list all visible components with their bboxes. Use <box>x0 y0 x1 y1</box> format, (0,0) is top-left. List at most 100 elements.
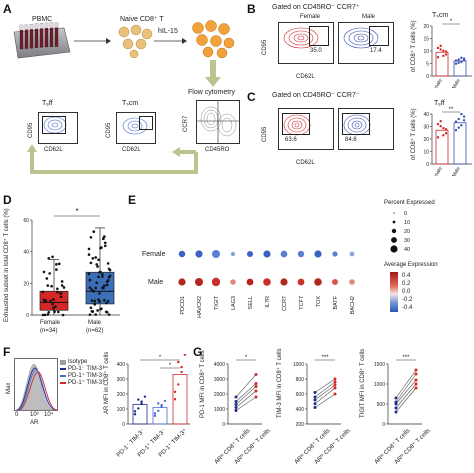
d-data-point <box>106 299 110 303</box>
e-gene-label: IL7R <box>265 296 271 308</box>
f-data-point <box>177 360 180 364</box>
c-data-point <box>457 117 460 121</box>
panel-label-f: F <box>3 345 11 359</box>
d-data-point <box>101 286 104 289</box>
d-data-point <box>57 310 60 314</box>
tube-rack-image <box>13 22 71 59</box>
g1-ylabel: PD-1 MFI in CD8⁺ T cells <box>200 350 206 418</box>
g2-y-tick-label: 600 <box>296 392 305 398</box>
e-dot-female <box>297 250 305 258</box>
e-avg-tick: 0.2 <box>402 281 411 287</box>
c-data-point <box>439 119 442 123</box>
e-gene-label: BACH2 <box>350 296 356 314</box>
e-gene-label: HAVCR2 <box>197 296 203 318</box>
c-data-point <box>462 115 466 118</box>
b-y-tick-label: 5 <box>426 62 429 68</box>
e-dot-plot: PDCD1 HAVCR2 TIGIT LAG3 SELL IL7R CCR7 TCF7 TOX B… <box>178 250 356 318</box>
d-data-point <box>97 258 100 262</box>
e-pct-legend-label: 10 <box>404 220 410 226</box>
e-gene-label: PDCD1 <box>180 296 186 315</box>
e-dot-female <box>230 251 236 257</box>
g1-point-high <box>254 385 258 388</box>
c-male-facs-plot: 84.6 <box>338 108 394 150</box>
panel-label-c: C <box>247 90 256 104</box>
d-data-point <box>103 298 106 302</box>
e-dot-male <box>297 278 305 286</box>
b-data-point <box>460 56 463 60</box>
e-color-scale <box>390 272 398 312</box>
g2-y-tick-label: 1000 <box>293 362 304 368</box>
c-gate-title: Gated on CD45RO⁻ CCR7⁻ <box>272 92 360 99</box>
pbmc-label: PBMC <box>32 16 53 23</box>
ccr7-cd45ro-plot <box>196 100 240 144</box>
c-data-point <box>460 124 463 127</box>
d-data-point <box>90 299 94 302</box>
c-y-tick-label: 30 <box>423 125 429 131</box>
f-legend-swatch-2 <box>60 375 66 377</box>
e-dot-male <box>195 278 203 286</box>
c-x-tick-label: Female <box>430 166 444 176</box>
d-sig-label: * <box>75 207 78 216</box>
g2-point-high <box>333 380 337 384</box>
f-sig-label: * <box>159 355 162 361</box>
g1-pair-line <box>235 386 257 405</box>
f-data-point <box>183 354 187 356</box>
e-dot-female <box>212 250 220 258</box>
cd45ro-axis-label: CD45RO <box>205 147 230 153</box>
d-data-point <box>51 255 54 259</box>
d-data-point <box>87 253 91 256</box>
d-data-point <box>88 313 92 316</box>
g2-pair-line <box>314 384 336 401</box>
f-data-point <box>133 410 137 413</box>
teff-gate <box>42 116 66 134</box>
panel-label-b: B <box>247 2 256 16</box>
f-data-point <box>153 412 157 415</box>
b-data-point <box>436 46 440 50</box>
teff-plot <box>38 112 78 144</box>
f-bar <box>152 407 168 425</box>
b-female-facs-plot: 35.0 <box>278 22 334 64</box>
b-chart-ylabel: of CD8⁺ T cells (%) <box>411 20 417 72</box>
d-data-point <box>61 313 65 317</box>
d-data-point <box>53 310 56 314</box>
g2-pair-line <box>314 393 336 408</box>
d-data-point <box>105 283 109 287</box>
d-y-tick-label: 60 <box>23 218 29 224</box>
f-ar-label: AR <box>30 420 39 426</box>
f-y-tick-label: 0 <box>122 422 125 426</box>
il15-label: hIL-15 <box>158 28 178 35</box>
f-data-point <box>137 398 140 401</box>
e-avg-tick: 0.0 <box>402 289 411 295</box>
g2-point-low <box>313 395 317 399</box>
e-female-label: Female <box>142 251 166 258</box>
b-data-point <box>442 49 445 53</box>
b-male-facs-plot: 17.4 <box>338 22 394 64</box>
d-data-point <box>94 286 97 290</box>
g3-xcat: ARˡᵒ CD8⁺ T cells <box>373 428 412 466</box>
d-data-point <box>103 244 107 248</box>
g2-y-tick-label: 800 <box>296 377 305 383</box>
b-cd62l-label: CD62L <box>296 74 315 80</box>
g3-paired-plot: 1500 1000 500 0 *** <box>374 355 422 426</box>
f-legend-swatch-1 <box>60 368 66 370</box>
d-data-point <box>54 305 57 308</box>
d-data-point <box>106 279 110 282</box>
f-legend-item: Isotype <box>68 359 88 365</box>
e-pct-legend-label: 40 <box>404 247 410 253</box>
f-data-point <box>173 390 177 394</box>
c-x-tick-label: Male <box>451 166 462 176</box>
c-male-value: 84.6 <box>345 137 357 143</box>
d-data-point <box>103 235 106 238</box>
c-bar <box>453 122 467 165</box>
d-female-label: Female <box>40 320 61 326</box>
d-data-point <box>41 313 45 317</box>
d-data-point <box>60 280 64 283</box>
d-data-point <box>43 313 47 317</box>
g2-point-low <box>313 402 317 406</box>
e-pct-legend-dot <box>391 228 397 234</box>
d-data-point <box>88 286 92 289</box>
d-data-point <box>104 301 108 305</box>
d-data-point <box>92 289 96 293</box>
d-data-point <box>90 288 94 292</box>
c-y-tick-label: 10 <box>423 150 429 156</box>
